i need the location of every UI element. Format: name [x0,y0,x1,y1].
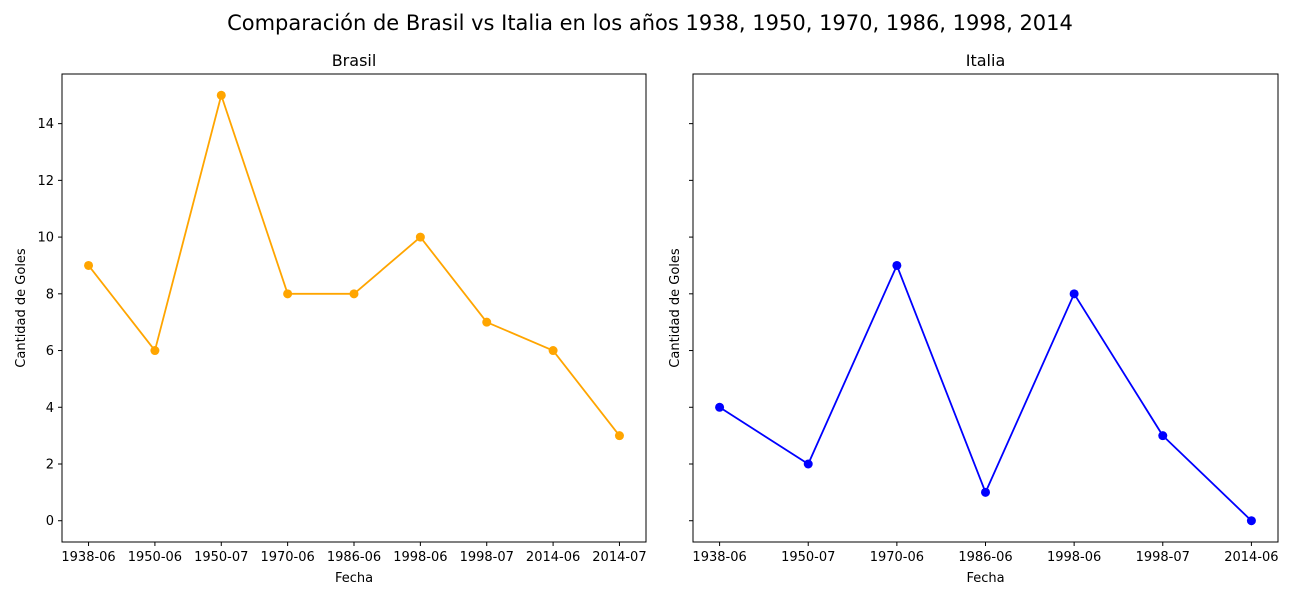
x-tick-label: 1950-07 [781,550,835,565]
y-tick-label: 10 [37,231,54,246]
data-point [548,346,558,356]
x-tick-label: 1986-06 [958,550,1012,565]
x-tick-label: 2014-07 [592,550,646,565]
x-axis-label: Fecha [966,571,1004,586]
y-tick-label: 2 [46,458,54,473]
data-point [803,459,813,469]
series-line [87,94,621,437]
chart-panel-italia: Italia 1938-06 1950-07 1970-06 1986-06 1998-0… [668,51,1279,586]
x-tick-label: 1950-07 [194,550,248,565]
data-point [349,289,359,299]
data-point [150,346,160,356]
x-axis-label: Fecha [335,571,373,586]
data-point [614,431,624,441]
x-tick-label: 1998-07 [460,550,514,565]
data-point [84,260,94,270]
data-point [981,487,990,497]
data-point [415,232,425,242]
data-point [1158,431,1168,441]
x-tick-label: 1970-06 [870,550,924,565]
chart-panel-brasil: Brasil 0 2 4 6 8 10 12 14 1938-06 1950-06 1950-07 19… [14,51,647,586]
series-line [719,264,1253,522]
y-axis-label: Cantidad de Goles [668,248,683,368]
data-point [482,317,492,327]
data-point [216,90,226,100]
figure-suptitle: Comparación de Brasil vs Italia en los a… [227,11,1073,35]
axes-frame [692,73,1279,543]
subplot-title: Italia [966,51,1006,70]
x-tick-label: 1998-07 [1136,550,1190,565]
x-tick-label: 1986-06 [327,550,381,565]
x-tick-label: 1998-06 [1047,550,1101,565]
x-tick-label: 2014-06 [526,550,580,565]
y-tick-label: 4 [46,401,54,416]
axes-frame [61,73,647,543]
y-tick-label: 12 [37,174,54,189]
x-tick-label: 1970-06 [260,550,314,565]
data-point [1246,516,1256,526]
data-point [715,402,725,412]
y-tick-label: 0 [46,514,54,529]
y-axis-label: Cantidad de Goles [14,248,29,368]
y-tick-label: 6 [46,344,54,359]
x-tick-label: 1938-06 [61,550,115,565]
data-point [892,260,902,270]
x-tick-label: 1998-06 [393,550,447,565]
x-tick-label: 1950-06 [128,550,182,565]
data-point [1069,289,1079,299]
x-tick-label: 2014-06 [1224,550,1278,565]
data-point [283,289,293,299]
subplot-title: Brasil [332,51,377,70]
y-tick-label: 8 [46,287,54,302]
x-tick-label: 1938-06 [692,550,746,565]
y-tick-label: 14 [37,117,54,132]
